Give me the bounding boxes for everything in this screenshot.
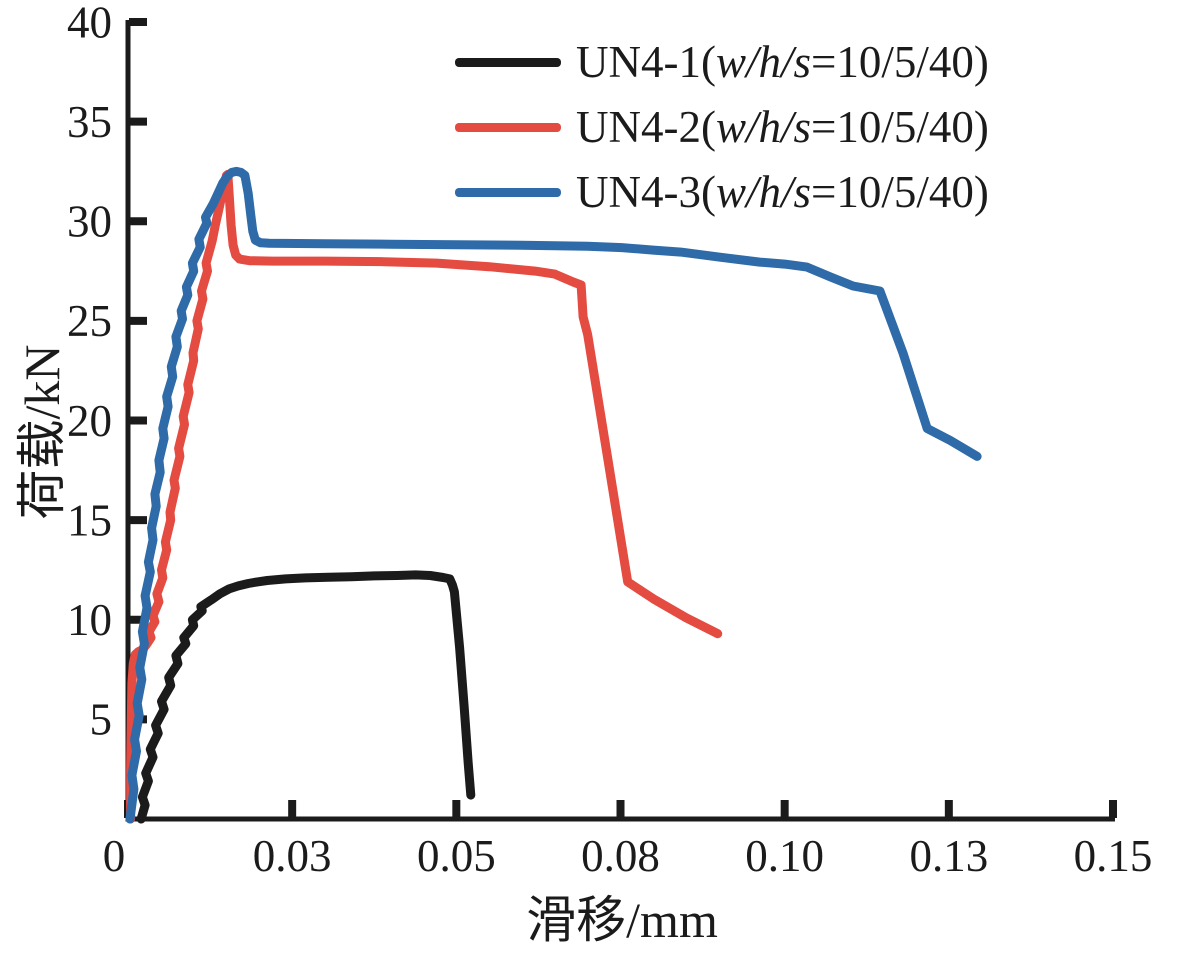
legend-label-un4-1: UN4-1(w/h/s=10/5/40): [576, 37, 989, 87]
series-line-1: [136, 570, 476, 824]
y-tick-label: 25: [67, 296, 112, 346]
series-line-2: [126, 169, 723, 824]
y-tick-label: 30: [67, 197, 112, 247]
x-tick-label: 0.03: [253, 831, 332, 881]
legend-swatch-un4-2: [455, 123, 561, 132]
legend: UN4-1(w/h/s=10/5/40) UN4-2(w/h/s=10/5/40…: [455, 30, 989, 225]
x-axis-title: 滑移/mm: [526, 892, 718, 948]
y-tick-label: 35: [67, 97, 112, 147]
y-axis-title: 荷载/kN: [14, 344, 70, 520]
y-tick-label: 10: [67, 595, 112, 645]
legend-label-un4-2: UN4-2(w/h/s=10/5/40): [576, 102, 989, 152]
x-tick-label: 0.05: [417, 831, 496, 881]
legend-label-un4-3: UN4-3(w/h/s=10/5/40): [576, 167, 989, 217]
x-tick-label: 0.08: [581, 831, 660, 881]
y-tick-label: 40: [67, 0, 112, 47]
x-tick-label: 0.15: [1074, 831, 1153, 881]
y-tick-label: 5: [90, 695, 113, 745]
legend-item-un4-3: UN4-3(w/h/s=10/5/40): [455, 160, 989, 225]
legend-swatch-un4-3: [455, 188, 561, 197]
series-line-3: [125, 166, 982, 824]
legend-item-un4-1: UN4-1(w/h/s=10/5/40): [455, 30, 989, 95]
legend-item-un4-2: UN4-2(w/h/s=10/5/40): [455, 95, 989, 160]
legend-swatch-un4-1: [455, 58, 561, 67]
x-tick-label: 0.13: [909, 831, 988, 881]
y-tick-label: 15: [67, 495, 112, 545]
x-tick-label: 0.10: [745, 831, 824, 881]
x-tick-label: 0: [103, 831, 126, 881]
y-tick-label: 20: [67, 396, 112, 446]
